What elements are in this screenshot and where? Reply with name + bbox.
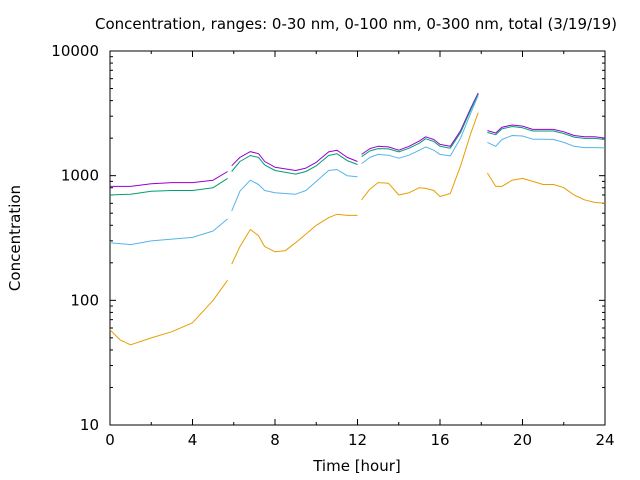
series-3-segment-2: [231, 169, 358, 212]
axis-ticks: 0 4 8 12 16 20 24 10 100 1000 10000: [51, 42, 614, 449]
x-tick-label: 12: [348, 431, 367, 449]
series-2-segment-2: [231, 153, 358, 175]
x-tick-label: 8: [270, 431, 280, 449]
series-2-segment-3: [361, 93, 479, 158]
series-2-segment-1: [109, 177, 228, 196]
x-tick-label: 24: [595, 431, 614, 449]
series-1-segment-2: [231, 149, 358, 171]
series-4-segment-2: [231, 213, 358, 265]
y-tick-label: 10: [80, 416, 99, 434]
series-layer: [109, 92, 606, 346]
x-tick-label: 20: [513, 431, 532, 449]
series-2-segment-4: [487, 126, 606, 140]
series-3-segment-4: [487, 135, 606, 149]
y-tick-label: 100: [70, 291, 99, 309]
x-axis-label: Time [hour]: [312, 457, 401, 475]
x-tick-label: 0: [105, 431, 115, 449]
x-tick-label: 16: [430, 431, 449, 449]
series-1-segment-3: [361, 92, 479, 155]
y-axis-label: Concentration: [6, 185, 24, 291]
chart-title: Concentration, ranges: 0-30 nm, 0-100 nm…: [95, 15, 617, 33]
series-3-segment-1: [109, 218, 228, 246]
series-3-segment-3: [361, 95, 479, 165]
series-4-segment-1: [109, 279, 229, 346]
y-tick-label: 10000: [51, 42, 99, 60]
y-tick-label: 1000: [61, 167, 99, 185]
series-4-segment-3: [361, 112, 479, 201]
x-tick-label: 4: [188, 431, 198, 449]
series-4-segment-4: [486, 172, 606, 204]
series-1-segment-4: [487, 124, 606, 139]
series-1-segment-1: [110, 171, 228, 187]
